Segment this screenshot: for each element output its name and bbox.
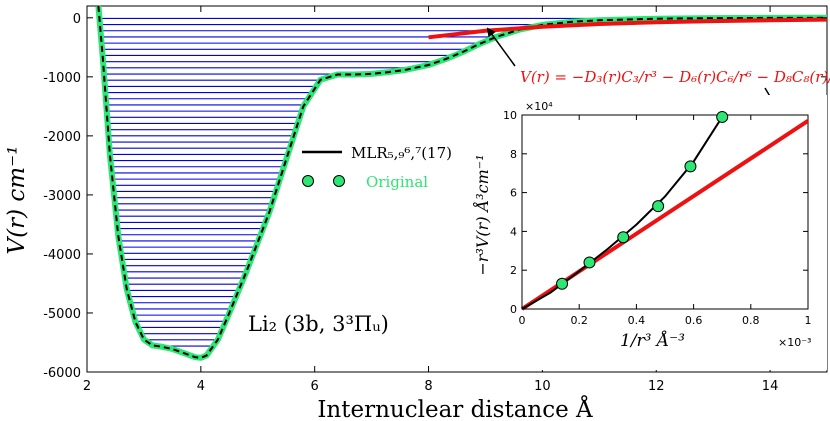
- inset-original-point: [583, 256, 596, 269]
- inset-x-ticks: 0 0.2 0.4 0.6 0.8 1: [519, 115, 812, 327]
- main-x-ticks: 2 4 6 8 10 12 14: [83, 6, 778, 394]
- x-tick-label: 2: [83, 379, 91, 394]
- y-tick-label: -1000: [43, 71, 81, 86]
- inset-y-tick-label: 4: [510, 225, 517, 238]
- inset-original-point: [684, 160, 697, 173]
- legend-original-marker: [333, 175, 345, 187]
- legend: MLR₅,₉⁶,⁷(17) Original: [302, 144, 452, 191]
- y-tick-label: 0: [73, 12, 81, 27]
- vibrational-levels: [99, 17, 685, 347]
- x-tick-label: 4: [197, 379, 205, 394]
- x-tick-label: 6: [311, 379, 319, 394]
- y-tick-label: -3000: [43, 189, 81, 204]
- inset-y-tick-label: 2: [510, 264, 517, 277]
- inset-x-tick-label: 0: [519, 314, 526, 327]
- y-tick-label: -5000: [43, 307, 81, 322]
- inset-y-label: −r³V(r) Å³cm⁻¹: [472, 154, 492, 275]
- inset-y-tick-label: 10: [503, 109, 517, 122]
- inset-y-ticks: 0 2 4 6 8 10: [503, 109, 808, 316]
- main-x-label: Internuclear distance Å: [317, 395, 593, 421]
- inset-original-point: [652, 200, 665, 213]
- inset-y-tick-label: 0: [510, 303, 517, 316]
- inset-original-point: [556, 277, 569, 290]
- inset-x-scale: ×10⁻³: [778, 336, 811, 349]
- formula-label: V(r) = −D₃(r)C₃/r³ − D₆(r)C₆/r⁶ − D₈C₈(r…: [520, 68, 830, 86]
- inset-y-tick-label: 8: [510, 148, 517, 161]
- inset-plot: 0 0.2 0.4 0.6 0.8 1 0 2 4 6 8 10 ×10⁴ ×10⁻³ 1/r³ Å…: [472, 95, 827, 370]
- arrow-to-red-curve: [486, 27, 516, 67]
- inset-original-points: [556, 110, 729, 290]
- inset-y-tick-label: 6: [510, 187, 517, 200]
- inset-x-tick-label: 0.8: [742, 314, 760, 327]
- x-tick-label: 10: [534, 379, 551, 394]
- legend-original-marker: [302, 175, 314, 187]
- main-plot: 2 4 6 8 10 12 14 0-1000-2000-3000-4000-5000-60…: [4, 5, 830, 421]
- molecule-label: Li₂ (3b, 3³Πᵤ): [248, 312, 389, 336]
- inset-x-tick-label: 0.4: [628, 314, 646, 327]
- inset-original-point: [617, 231, 630, 244]
- main-y-label: V(r) cm⁻¹: [4, 146, 30, 255]
- inset-x-tick-label: 0.2: [570, 314, 588, 327]
- inset-original-point: [716, 110, 729, 123]
- legend-original-label: Original: [366, 173, 428, 191]
- legend-mlr-label: MLR₅,₉⁶,⁷(17): [351, 144, 452, 162]
- x-tick-label: 14: [762, 379, 779, 394]
- y-tick-label: -4000: [43, 248, 81, 263]
- y-tick-label: -6000: [43, 366, 81, 381]
- x-tick-label: 12: [648, 379, 665, 394]
- main-y-ticks: 0 -1000 -2000 -3000 -4000 -5000 -6000: [43, 12, 827, 381]
- inset-x-tick-label: 0.6: [685, 314, 703, 327]
- inset-x-label: 1/r³ Å⁻³: [620, 330, 685, 351]
- y-tick-label: -2000: [43, 130, 81, 145]
- mlr-potential-curve: [97, 5, 828, 359]
- long-range-curve: [428, 17, 828, 40]
- x-tick-label: 8: [424, 379, 432, 394]
- inset-x-tick-label: 1: [805, 314, 812, 327]
- inset-y-scale: ×10⁴: [525, 100, 553, 113]
